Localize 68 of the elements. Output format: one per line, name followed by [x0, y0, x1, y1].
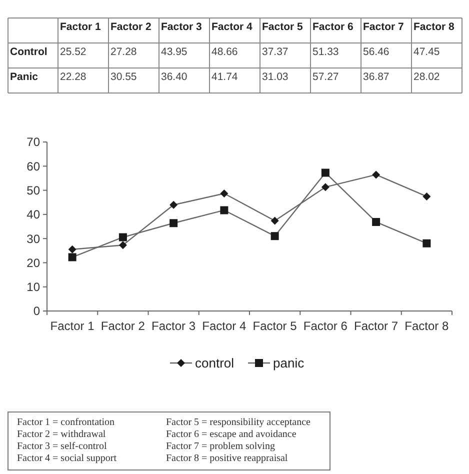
point: [220, 206, 228, 214]
y-tick-label: 30: [26, 232, 40, 246]
data-label: 31.03: [262, 71, 288, 83]
y-tick-label: 50: [26, 183, 40, 198]
text: Factor 5 = responsibility acceptance: [166, 417, 312, 428]
text: Factor 2 = withdrawal: [17, 429, 106, 440]
y-tick-label: 10: [26, 280, 40, 294]
point: [118, 233, 127, 242]
point: [321, 168, 330, 177]
point: [372, 170, 380, 179]
category-label: Factor 7: [363, 21, 404, 33]
point: [321, 183, 330, 192]
data-label: 22.28: [60, 71, 86, 83]
category-label: Factor 2: [110, 21, 152, 33]
data-label: 36.87: [363, 71, 390, 83]
text: Factor 7 = problem solving: [166, 441, 275, 452]
text: Factor 1 = confrontation: [17, 417, 115, 428]
point: [422, 239, 431, 248]
category-label: Factor 1: [60, 21, 101, 33]
point: [68, 253, 76, 262]
data-label: 56.46: [363, 46, 390, 58]
category-label: Factor 3: [161, 21, 202, 33]
data-label: 41.74: [212, 71, 238, 83]
data-label: 57.27: [312, 71, 339, 83]
point: [372, 218, 380, 226]
point: [270, 232, 279, 240]
data-label: 36.40: [161, 71, 188, 83]
x-tick-label: Factor 6: [303, 319, 348, 333]
y-tick-label: 60: [26, 159, 40, 174]
point: [118, 241, 127, 250]
point: [170, 219, 178, 228]
category-label: Factor 6: [312, 21, 354, 33]
y-tick-label: 70: [26, 135, 40, 150]
y-tick-label: 0: [33, 304, 40, 318]
point: [220, 190, 228, 198]
data-label: 28.02: [414, 71, 440, 83]
data-label: 47.45: [414, 46, 440, 58]
text: Factor 6 = escape and avoidance: [166, 429, 297, 440]
data-label: 25.52: [60, 46, 86, 58]
x-tick-label: Factor 4: [202, 319, 247, 333]
text: Factor 4 = social support: [17, 453, 117, 464]
category-label: Factor 4: [212, 21, 252, 33]
data-label: 27.28: [110, 46, 137, 58]
x-tick-label: Factor 1: [50, 319, 95, 333]
point: [270, 216, 279, 225]
x-tick-label: Factor 2: [100, 319, 146, 333]
y-tick-label: 20: [26, 256, 40, 270]
x-tick-label: Factor 7: [354, 319, 398, 333]
data-label: 48.66: [212, 46, 238, 58]
data-label: 30.55: [110, 71, 137, 83]
legend-label: panic: [273, 356, 305, 371]
text: Factor 8 = positive reappraisal: [166, 453, 288, 464]
point: [68, 245, 76, 254]
text: Factor 3 = self-control: [17, 441, 107, 452]
data-label: 37.37: [262, 46, 288, 58]
category-label: Factor 5: [262, 21, 303, 33]
data-label: 43.95: [161, 46, 188, 58]
x-tick-label: Factor 8: [404, 319, 450, 333]
point: [422, 192, 431, 200]
text: Panic: [10, 71, 38, 83]
x-tick-label: Factor 5: [252, 319, 298, 333]
y-tick-label: 40: [26, 208, 40, 222]
x-tick-label: Factor 3: [152, 319, 196, 333]
text: Control: [10, 46, 48, 58]
legend-label: control: [195, 356, 234, 371]
data-label: 51.33: [312, 46, 339, 58]
category-label: Factor 8: [414, 21, 454, 33]
point: [170, 200, 178, 209]
